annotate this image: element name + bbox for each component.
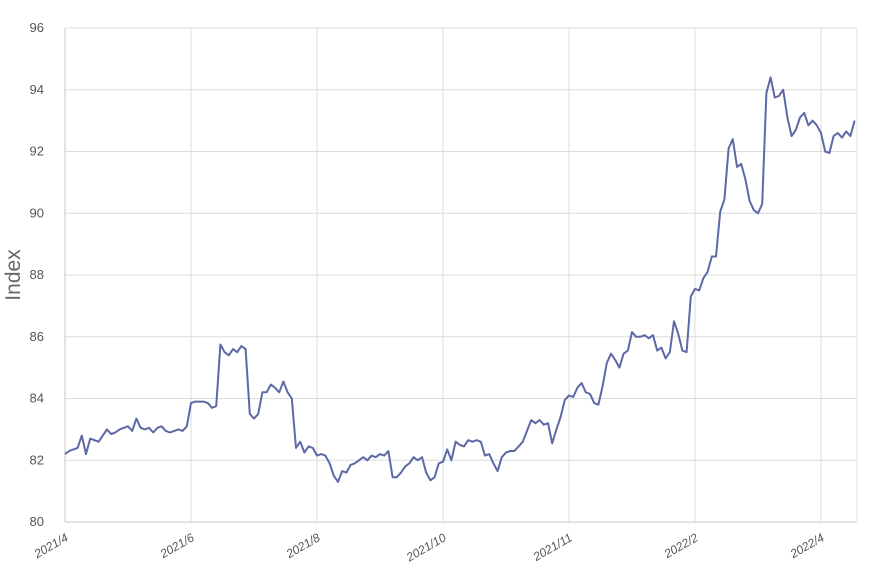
y-tick-label: 84 xyxy=(30,391,44,406)
x-tick-label: 2022/4 xyxy=(787,530,827,561)
y-tick-label: 82 xyxy=(30,452,44,467)
line-series xyxy=(64,76,856,483)
x-tick-label: 2022/2 xyxy=(661,530,701,561)
x-tick-label: 2021/11 xyxy=(530,530,575,564)
x-tick-label: 2021/4 xyxy=(31,530,71,561)
x-tick-label: 2021/8 xyxy=(283,530,323,561)
y-tick-label: 90 xyxy=(30,205,44,220)
y-tick-label: 88 xyxy=(30,267,44,282)
x-tick-label: 2021/6 xyxy=(157,530,197,561)
y-axis-label: Index xyxy=(2,249,25,301)
x-tick-label: 2021/10 xyxy=(403,530,449,564)
y-tick-label: 94 xyxy=(30,82,44,97)
y-tick-label: 92 xyxy=(30,144,44,159)
y-tick-label: 96 xyxy=(30,20,44,35)
y-tick-label: 86 xyxy=(30,329,44,344)
y-tick-label: 80 xyxy=(30,514,44,529)
